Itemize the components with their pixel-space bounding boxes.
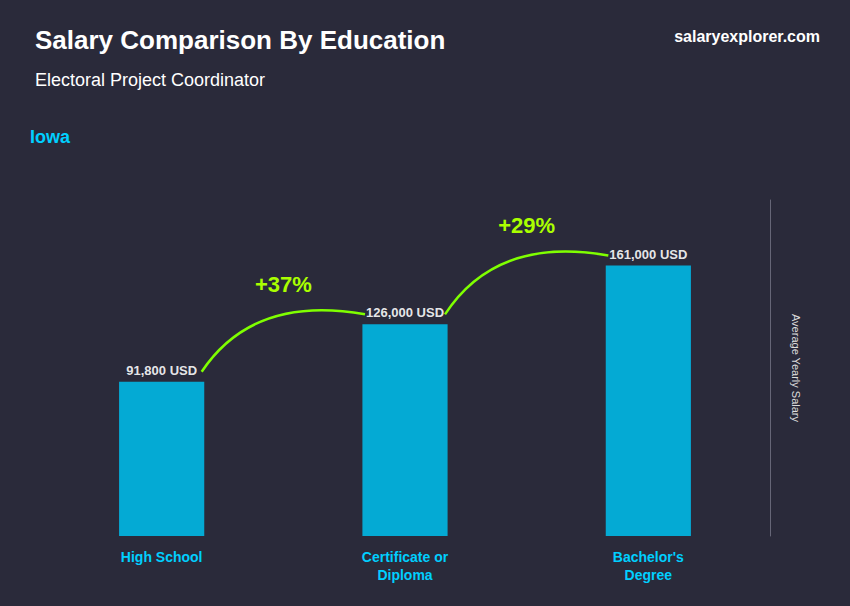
svg-text:Iowa: Iowa (30, 127, 71, 147)
svg-text:Diploma: Diploma (377, 567, 432, 583)
svg-text:91,800 USD: 91,800 USD (126, 363, 197, 378)
svg-text:161,000 USD: 161,000 USD (609, 247, 687, 262)
svg-text:Degree: Degree (625, 567, 673, 583)
svg-text:Salary Comparison By Education: Salary Comparison By Education (35, 25, 445, 55)
svg-text:+37%: +37% (255, 272, 312, 297)
svg-text:Average Yearly Salary: Average Yearly Salary (790, 314, 802, 423)
svg-text:+29%: +29% (498, 213, 555, 238)
svg-text:Certificate or: Certificate or (362, 549, 449, 565)
svg-text:Bachelor's: Bachelor's (613, 549, 684, 565)
svg-text:High School: High School (121, 549, 203, 565)
svg-text:salaryexplorer.com: salaryexplorer.com (674, 28, 820, 45)
svg-text:Electoral Project Coordinator: Electoral Project Coordinator (35, 70, 265, 90)
svg-text:126,000 USD: 126,000 USD (366, 305, 444, 320)
